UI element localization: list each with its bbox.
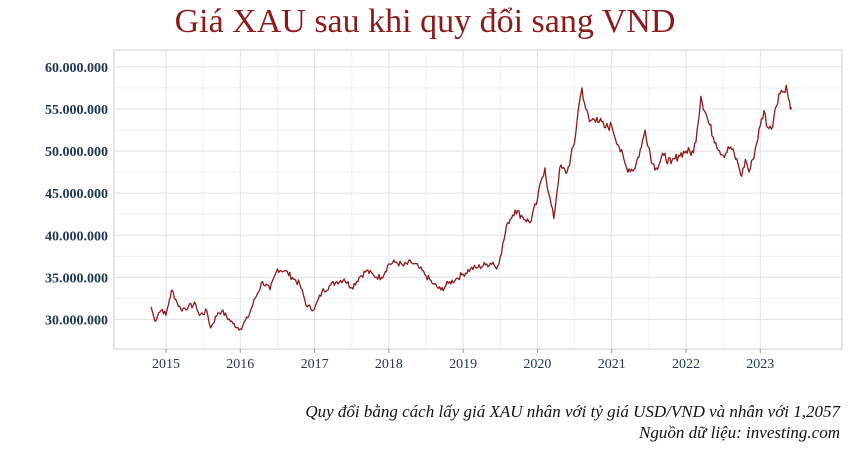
- series-layer: [150, 84, 793, 331]
- y-tick-label: 55.000.000: [45, 103, 108, 118]
- x-tick-label: 2018: [375, 357, 403, 372]
- grid-layer: [114, 50, 842, 353]
- x-tick-label: 2019: [449, 357, 477, 372]
- y-tick-label: 30.000.000: [45, 314, 108, 329]
- y-tick-label: 50.000.000: [45, 145, 108, 160]
- series-line: [150, 84, 793, 331]
- caption-method: Quy đổi bằng cách lấy giá XAU nhân với t…: [305, 402, 840, 421]
- x-tick-label: 2016: [226, 357, 254, 372]
- y-tick-label: 60.000.000: [45, 61, 108, 76]
- y-tick-labels: 30.000.000 35.000.000 40.000.000 45.000.000…: [45, 61, 108, 329]
- x-tick-label: 2015: [152, 357, 180, 372]
- x-tick-labels: 2015 2016 2017 2018 2019 2020 2021 2022 2023: [152, 357, 774, 372]
- x-tick-label: 2022: [672, 357, 700, 372]
- y-tick-label: 35.000.000: [45, 271, 108, 286]
- x-tick-label: 2017: [301, 357, 329, 372]
- caption-source: Nguồn dữ liệu: investing.com: [639, 423, 840, 442]
- y-tick-label: 45.000.000: [45, 187, 108, 202]
- x-tick-label: 2021: [598, 357, 626, 372]
- x-tick-label: 2023: [746, 357, 774, 372]
- y-tick-label: 40.000.000: [45, 229, 108, 244]
- plot-area: [113, 49, 843, 350]
- chart-title: Giá XAU sau khi quy đổi sang VND: [174, 3, 676, 40]
- x-tick-label: 2020: [523, 357, 551, 372]
